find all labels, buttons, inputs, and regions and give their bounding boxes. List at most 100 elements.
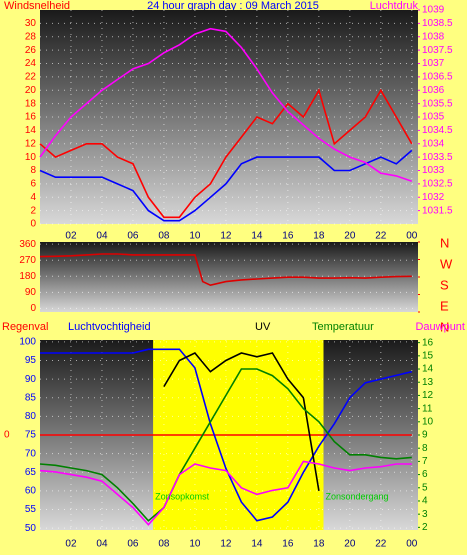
y2-tick-label: 10 xyxy=(422,416,434,427)
y2-tick-label: 8 xyxy=(422,443,428,454)
y-tick-label: 75 xyxy=(25,430,37,441)
y2-tick-label: W xyxy=(440,256,453,271)
y2-tick-label: 1037 xyxy=(422,58,445,69)
y2-tick-label: 2 xyxy=(422,522,428,533)
legend-label: Regenval xyxy=(2,321,48,333)
y-tick-label: 180 xyxy=(19,271,36,282)
y2-tick-label: S xyxy=(440,277,449,292)
series-line xyxy=(39,149,413,222)
y2-tick-label: 1035.5 xyxy=(422,98,453,109)
annotation: Zonsopkomst xyxy=(155,491,210,501)
y-tick-label: 65 xyxy=(25,467,37,478)
y-tick-label: 16 xyxy=(25,112,37,123)
y-tick-label: 18 xyxy=(25,98,37,109)
y2-tick-label: 15 xyxy=(422,350,434,361)
x-tick-label: 12 xyxy=(220,231,232,242)
y2-tick-label: 1033.5 xyxy=(422,152,453,163)
y-tick-label: 24 xyxy=(25,58,37,69)
legend-label: Luchtdruk xyxy=(370,0,419,12)
series-line xyxy=(39,460,412,526)
legend-label: Dauwpunt xyxy=(415,321,465,333)
series-line xyxy=(163,352,320,492)
series-line xyxy=(39,368,412,522)
y2-tick-label: 14 xyxy=(422,364,434,375)
series-line xyxy=(39,253,412,287)
series-line xyxy=(39,88,413,219)
y-tick-label: 85 xyxy=(25,392,37,403)
y-tick-label: 0 xyxy=(30,219,36,230)
x-tick-label: 20 xyxy=(344,539,356,550)
x-tick-label: 18 xyxy=(313,231,325,242)
y2-tick-label: 3 xyxy=(422,509,428,520)
x-tick-label: 08 xyxy=(158,231,170,242)
y-tick-label: 80 xyxy=(25,411,37,422)
x-tick-label: 14 xyxy=(251,231,263,242)
y-tick-label: 30 xyxy=(25,18,37,29)
y2-tick-label: 9 xyxy=(422,430,428,441)
x-tick-label: 22 xyxy=(375,539,387,550)
y-tick-label: 90 xyxy=(25,287,37,298)
y3-tick-label: 0 xyxy=(4,430,10,441)
y2-tick-label: 1038.5 xyxy=(422,18,453,29)
y2-tick-label: 4 xyxy=(422,496,428,507)
y-tick-label: 60 xyxy=(25,486,37,497)
y2-tick-label: 1036 xyxy=(422,85,445,96)
y-tick-label: 50 xyxy=(25,523,37,534)
y2-tick-label: 16 xyxy=(422,337,434,348)
x-tick-label: 08 xyxy=(158,539,170,550)
y2-tick-label: N xyxy=(440,235,449,250)
plot-background xyxy=(40,242,418,312)
series-line xyxy=(40,348,412,522)
y2-tick-label: 6 xyxy=(422,469,428,480)
y-tick-label: 270 xyxy=(19,255,36,266)
x-tick-label: 18 xyxy=(313,539,325,550)
x-tick-label: 14 xyxy=(251,539,263,550)
y2-tick-label: E xyxy=(440,298,449,313)
x-tick-label: 10 xyxy=(189,539,201,550)
x-tick-label: 12 xyxy=(220,539,232,550)
y2-tick-label: 1032 xyxy=(422,192,445,203)
y-tick-label: 360 xyxy=(19,239,36,250)
y2-tick-label: 13 xyxy=(422,377,434,388)
y-tick-label: 26 xyxy=(25,45,37,56)
x-tick-label: 04 xyxy=(96,231,108,242)
y2-tick-label: 1031.5 xyxy=(422,205,453,216)
y2-tick-label: N xyxy=(440,319,449,334)
y-tick-label: 95 xyxy=(25,355,37,366)
y2-tick-label: 11 xyxy=(422,403,433,414)
plot-background xyxy=(40,10,418,224)
x-tick-label: 22 xyxy=(375,231,387,242)
y2-tick-label: 5 xyxy=(422,482,428,493)
legend-label: Windsnelheid xyxy=(4,0,70,12)
series-line xyxy=(39,27,413,182)
x-tick-label: 02 xyxy=(65,539,77,550)
x-tick-label: 02 xyxy=(65,231,77,242)
legend-label: Temperatuur xyxy=(312,321,374,333)
y-tick-label: 0 xyxy=(30,303,36,314)
y-tick-label: 90 xyxy=(25,374,37,385)
chart-title: 24 hour graph day : 09 March 2015 xyxy=(147,0,319,12)
y-tick-label: 20 xyxy=(25,85,37,96)
y2-tick-label: 1035 xyxy=(422,112,445,123)
y2-tick-label: 1034 xyxy=(422,138,445,149)
y-tick-label: 6 xyxy=(30,179,36,190)
y2-tick-label: 1037.5 xyxy=(422,45,453,56)
y-tick-label: 10 xyxy=(25,152,37,163)
y-tick-label: 70 xyxy=(25,448,37,459)
y2-tick-label: 12 xyxy=(422,390,434,401)
y2-tick-label: 7 xyxy=(422,456,428,467)
x-tick-label: 00 xyxy=(406,539,418,550)
y-tick-label: 22 xyxy=(25,72,37,83)
y-tick-label: 4 xyxy=(30,192,36,203)
y-tick-label: 28 xyxy=(25,31,37,42)
annotation: Zonsondergang xyxy=(326,491,389,501)
x-tick-label: 16 xyxy=(282,231,294,242)
x-tick-label: 16 xyxy=(282,539,294,550)
x-tick-label: 06 xyxy=(127,539,139,550)
y-tick-label: 2 xyxy=(30,205,36,216)
y2-tick-label: 1039 xyxy=(422,5,445,16)
y-tick-label: 100 xyxy=(19,337,36,348)
y-tick-label: 55 xyxy=(25,504,37,515)
y2-tick-label: 1034.5 xyxy=(422,125,453,136)
